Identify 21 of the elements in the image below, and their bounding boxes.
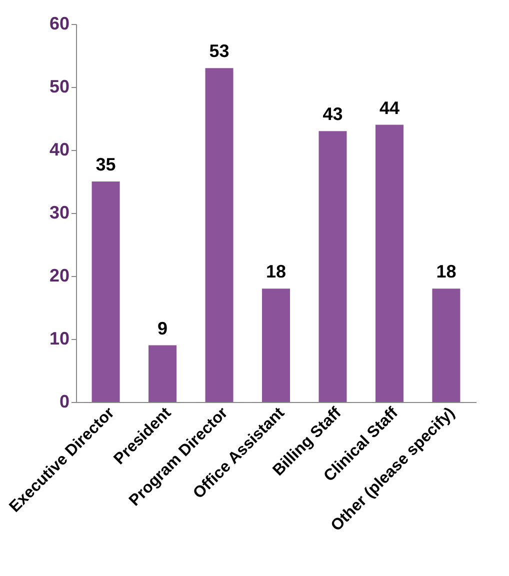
data-label: 43 <box>322 104 343 124</box>
y-tick-label: 50 <box>49 76 70 96</box>
y-tick-label: 30 <box>49 202 70 222</box>
data-label: 35 <box>96 154 116 174</box>
data-label: 9 <box>158 318 168 338</box>
bar <box>375 124 404 402</box>
y-tick-label: 0 <box>59 392 70 412</box>
data-label: 53 <box>209 41 230 62</box>
bar <box>262 288 290 402</box>
bar <box>92 182 120 402</box>
y-tick-label: 10 <box>49 328 70 348</box>
y-tick-label: 60 <box>49 14 70 34</box>
y-tick-label: 40 <box>49 140 70 160</box>
bar <box>148 345 177 402</box>
data-label: 18 <box>266 262 286 282</box>
bar <box>432 288 460 402</box>
data-label: 44 <box>379 98 400 118</box>
bar <box>318 131 347 402</box>
y-tick-label: 20 <box>49 266 70 286</box>
data-label: 18 <box>436 262 456 282</box>
bar <box>205 68 234 402</box>
